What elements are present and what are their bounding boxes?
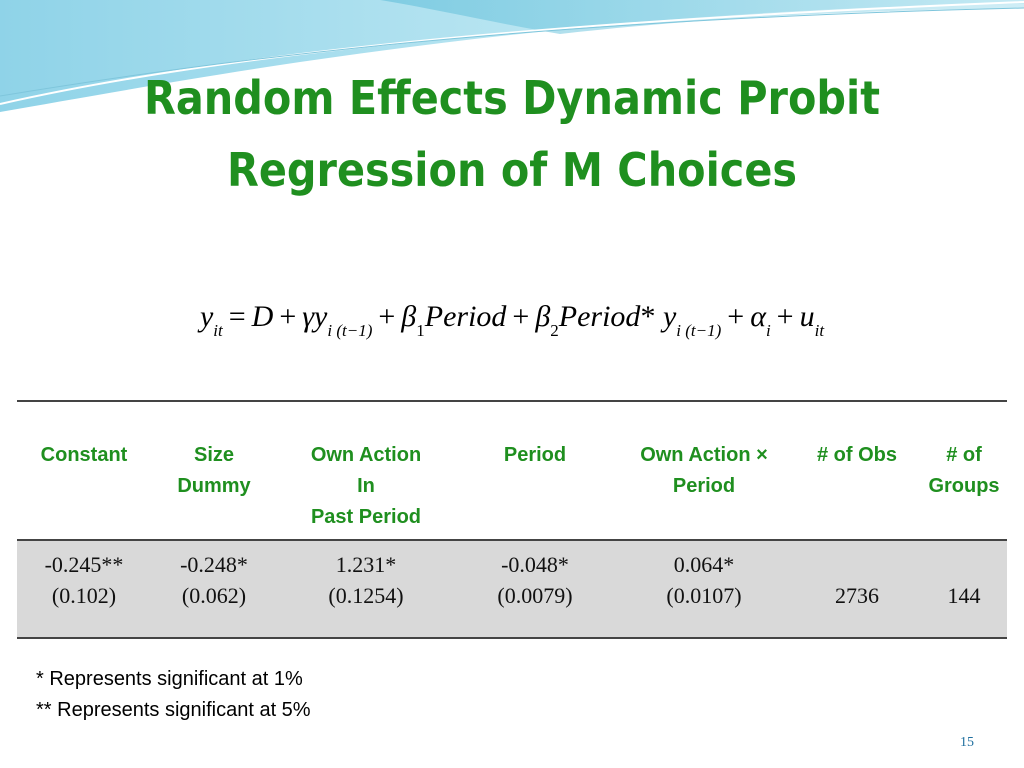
slide-title: Random Effects Dynamic Probit Regression… xyxy=(143,71,881,197)
header-wave-decoration xyxy=(0,0,1024,112)
regression-table: Constant Size Dummy Own Action In Past P… xyxy=(17,400,1007,639)
header-own-action-x-period: Own Action × Period xyxy=(640,444,768,497)
header-period: Period xyxy=(503,444,567,466)
header-size-dummy: Size Dummy xyxy=(177,444,251,497)
cell-size-dummy: -0.248* (0.062) xyxy=(180,552,248,608)
cell-constant: -0.245** (0.102) xyxy=(44,552,124,608)
table-row: -0.245** (0.102) -0.248* (0.062) 1.231* … xyxy=(17,540,1007,638)
header-num-groups: # of Groups xyxy=(928,444,1000,497)
cell-period: -0.048* (0.0079) xyxy=(497,552,573,608)
cell-num-groups: 144 xyxy=(947,583,981,608)
note-1pct: * Represents significant at 1% xyxy=(36,668,303,690)
cell-num-obs: 2736 xyxy=(835,583,879,608)
significance-notes: * Represents significant at 1% ** Repres… xyxy=(36,664,311,726)
note-5pct: ** Represents significant at 5% xyxy=(36,699,311,721)
table-header-row: Constant Size Dummy Own Action In Past P… xyxy=(17,401,1007,540)
header-own-action-past-period: Own Action In Past Period xyxy=(310,444,422,528)
cell-own-action-past-period: 1.231* (0.1254) xyxy=(328,552,404,608)
page-number: 15 xyxy=(960,735,974,750)
cell-own-action-x-period: 0.064* (0.0107) xyxy=(666,552,742,608)
header-constant: Constant xyxy=(40,444,128,466)
header-num-obs: # of Obs xyxy=(816,444,897,466)
model-equation: yit = D + γyi (t−1) + β1Period + β2Period* yi (t… xyxy=(199,300,825,340)
